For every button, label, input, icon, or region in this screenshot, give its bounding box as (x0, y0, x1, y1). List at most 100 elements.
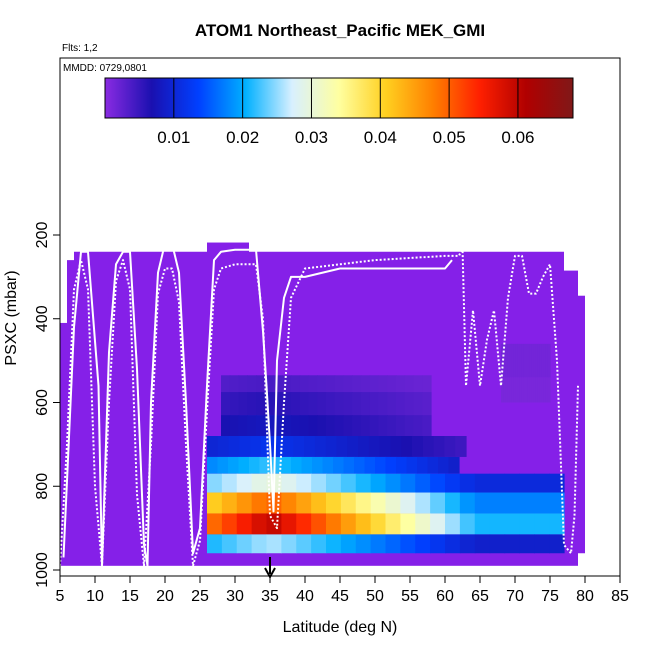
heatmap-cell (519, 343, 523, 378)
heatmap-cell (415, 513, 431, 535)
heatmap-cell (370, 513, 387, 535)
heatmap-cell (503, 377, 506, 403)
date-label: MMDD: 0729,0801 (63, 63, 147, 74)
y-tick-label: 600 (34, 389, 51, 416)
heatmap-cell (221, 375, 231, 393)
heatmap-cell (422, 375, 432, 393)
heatmap-cell (343, 392, 353, 416)
heatmap-cell (361, 415, 371, 436)
heatmap-cell (438, 456, 450, 474)
heatmap-cell (515, 343, 518, 378)
heatmap-cell (527, 343, 531, 378)
heatmap-cell (430, 473, 446, 493)
heatmap-cell (549, 513, 565, 535)
heatmap-cell (444, 436, 456, 457)
heatmap-cell (533, 343, 537, 378)
heatmap-cell (247, 375, 257, 393)
heatmap-cell (325, 436, 338, 457)
heatmap-cell (459, 534, 476, 554)
background-block (564, 270, 578, 566)
heatmap-cell (519, 473, 535, 493)
heatmap-cell (296, 473, 312, 493)
heatmap-cell (505, 343, 508, 378)
x-tick-label: 70 (506, 588, 524, 605)
heatmap-cell (525, 343, 529, 378)
heatmap-cell (326, 375, 336, 393)
heatmap-cell (229, 415, 240, 436)
heatmap-cell (361, 375, 371, 393)
heatmap-cell (517, 343, 520, 378)
heatmap-cell (511, 343, 514, 378)
heatmap-cell (537, 377, 541, 403)
heatmap-cell (430, 492, 446, 514)
heatmap-cell (355, 473, 372, 493)
heatmap-cell (412, 436, 424, 457)
heatmap-cell (271, 436, 284, 457)
heatmap-cell (238, 456, 250, 474)
heatmap-cell (236, 473, 253, 493)
heatmap-cell (326, 392, 336, 416)
heatmap-cell (378, 415, 388, 436)
heatmap-cell (251, 513, 268, 535)
heatmap-cell (352, 392, 362, 416)
heatmap-cell (291, 375, 301, 393)
heatmap-cell (256, 415, 266, 436)
heatmap-cell (404, 415, 415, 436)
heatmap-cell (417, 456, 429, 474)
heatmap-cell (354, 456, 366, 474)
heatmap-cell (326, 492, 342, 514)
heatmap-cell (264, 375, 275, 393)
heatmap-cell (343, 456, 355, 474)
heatmap-cell (517, 377, 520, 403)
heatmap-cell (375, 456, 387, 474)
heatmap-cell (385, 492, 401, 514)
heatmap-cell (387, 392, 397, 416)
heatmap-cell (340, 513, 357, 535)
heatmap-cell (445, 473, 461, 493)
y-tick-label: 200 (34, 222, 51, 249)
heatmap-cell (370, 473, 387, 493)
heatmap-cell (427, 456, 439, 474)
heatmap-cell (513, 377, 516, 403)
heatmap-cell (282, 436, 294, 457)
x-tick-label: 85 (611, 588, 629, 605)
heatmap-cell (221, 492, 238, 514)
heatmap-cell (415, 492, 431, 514)
x-tick-label: 5 (56, 588, 65, 605)
heatmap-cell (221, 513, 238, 535)
heatmap-cell (364, 456, 376, 474)
heatmap-cell (504, 513, 520, 535)
heatmap-cell (251, 473, 268, 493)
heatmap-cell (489, 473, 506, 493)
heatmap-cell (358, 436, 370, 457)
heatmap-cell (519, 513, 535, 535)
heatmap-cell (415, 534, 431, 554)
heatmap-cell (531, 377, 535, 403)
heatmap-cell (474, 473, 491, 493)
plot-area (60, 242, 585, 567)
heatmap-cell (228, 456, 240, 474)
heatmap-cell (545, 377, 549, 403)
heatmap-cell (396, 392, 406, 416)
heatmap-cell (534, 513, 550, 535)
heatmap-cell (489, 534, 506, 554)
heatmap-cell (504, 492, 520, 514)
heatmap-cell (293, 436, 305, 457)
heatmap-cell (527, 377, 531, 403)
heatmap-cell (333, 456, 345, 474)
heatmap-cell (503, 343, 506, 378)
x-tick-label: 30 (226, 588, 244, 605)
heatmap-cell (264, 392, 275, 416)
heatmap-cell (445, 492, 461, 514)
heatmap-cell (422, 392, 432, 416)
heatmap-cell (387, 415, 397, 436)
heatmap-cell (433, 436, 446, 457)
heatmap-cell (282, 375, 292, 393)
x-tick-label: 50 (366, 588, 384, 605)
colorbar-tick-label: 0.06 (501, 128, 534, 147)
heatmap-cell (547, 377, 551, 403)
flight-path-1 (62, 242, 453, 567)
heatmap-cell (501, 377, 504, 403)
heatmap-cell (291, 415, 301, 436)
